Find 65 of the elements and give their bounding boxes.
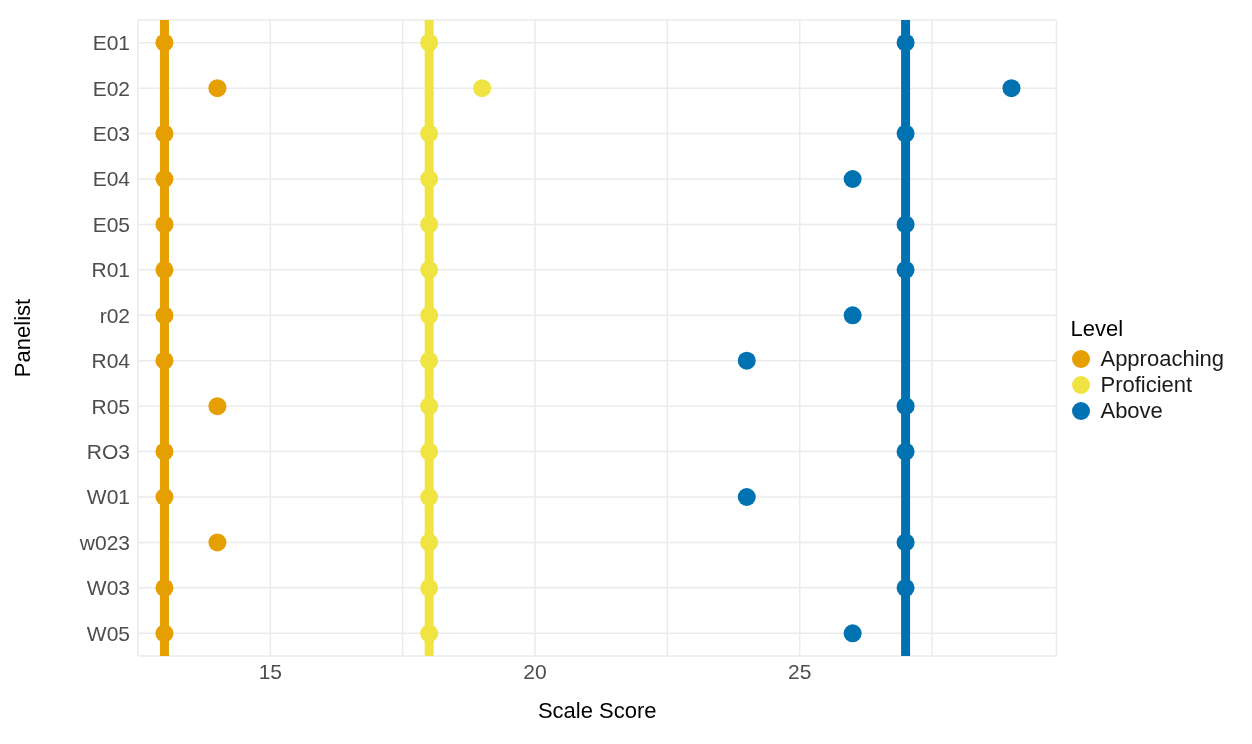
point: [420, 397, 439, 416]
point: [1002, 79, 1021, 98]
point: [155, 260, 174, 279]
point: [420, 624, 439, 643]
point: [420, 170, 439, 188]
y-tick-label: E04: [92, 167, 131, 191]
point: [155, 124, 174, 143]
point: [896, 124, 915, 143]
point: [208, 533, 227, 552]
point: [155, 170, 174, 188]
y-tick-label: R04: [91, 349, 131, 373]
point: [896, 442, 915, 461]
point: [155, 578, 174, 597]
y-tick-label: r02: [99, 303, 130, 327]
point: [737, 488, 756, 506]
point: [155, 624, 174, 643]
point: [420, 488, 439, 506]
point: [896, 215, 915, 234]
point: [843, 170, 862, 188]
y-tick-label: R01: [91, 258, 130, 282]
legend-title: Level: [1070, 316, 1125, 342]
legend-label: Approaching: [1100, 346, 1224, 372]
x-tick-label: 15: [258, 659, 283, 683]
y-tick-label: W01: [86, 485, 130, 509]
point: [420, 33, 439, 52]
x-tick-label: 20: [523, 659, 547, 683]
y-tick-label: E01: [92, 31, 130, 55]
point: [420, 533, 439, 552]
point: [473, 79, 492, 98]
point: [208, 79, 227, 98]
point: [155, 306, 174, 325]
point: [896, 33, 915, 52]
point: [420, 260, 439, 279]
y-tick-label: R05: [91, 394, 130, 418]
y-tick-label: E05: [92, 212, 130, 236]
point: [155, 488, 174, 506]
legend-label: Proficient: [1100, 372, 1193, 398]
point: [420, 306, 439, 325]
point: [896, 533, 915, 552]
y-axis-title: Panelist: [9, 298, 35, 378]
y-tick-label: RO3: [86, 440, 130, 464]
x-tick-label: 25: [788, 659, 812, 683]
point: [208, 397, 227, 416]
point: [896, 260, 915, 279]
point: [420, 578, 439, 597]
y-tick-label: W03: [86, 576, 130, 600]
legend-label: Above: [1100, 398, 1163, 424]
y-tick-label: E03: [92, 122, 130, 146]
point: [420, 215, 439, 234]
point: [843, 306, 862, 325]
point: [737, 351, 756, 370]
point: [843, 624, 862, 643]
x-axis-title: Scale Score: [537, 698, 657, 723]
point: [155, 215, 174, 234]
y-tick-label: w023: [78, 530, 130, 554]
y-tick-label: E02: [92, 76, 130, 100]
point: [420, 124, 439, 143]
point: [155, 33, 174, 52]
point: [896, 578, 915, 597]
point: [155, 442, 174, 461]
point: [420, 442, 439, 461]
point: [896, 397, 915, 416]
point: [420, 351, 439, 370]
point: [155, 351, 174, 370]
y-tick-label: W05: [86, 621, 130, 645]
